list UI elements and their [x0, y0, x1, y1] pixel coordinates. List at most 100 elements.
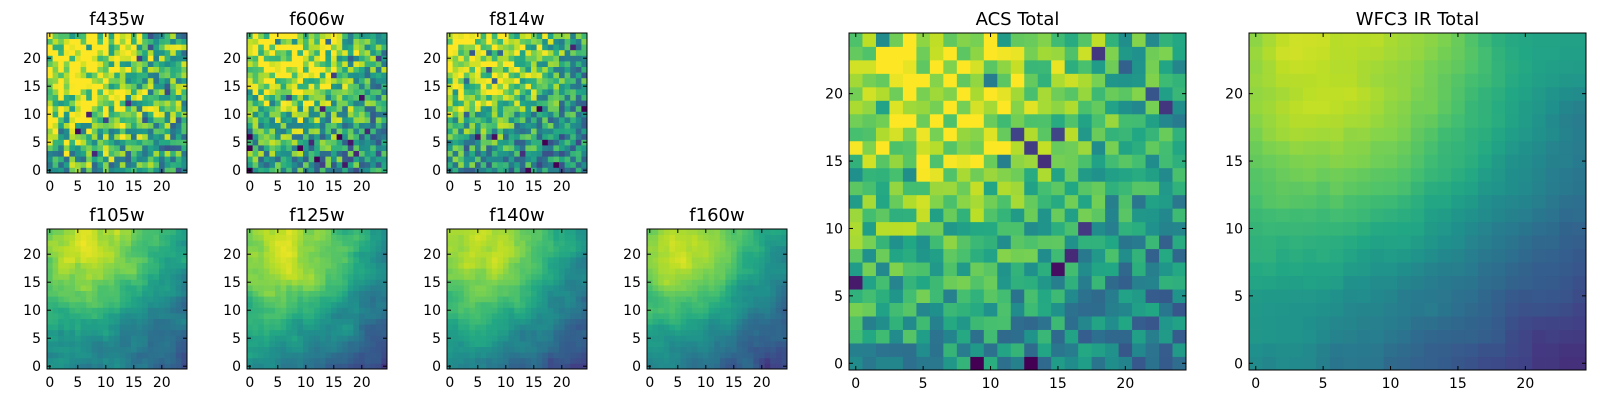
heatmap-cell — [125, 72, 132, 79]
heatmap-cell — [175, 245, 182, 252]
heatmap-cell — [136, 268, 143, 275]
heatmap-cell — [375, 161, 382, 168]
heatmap-cell — [497, 268, 504, 275]
heatmap-cell — [559, 318, 565, 325]
heatmap-cell — [1051, 194, 1066, 209]
heatmap-cell — [347, 49, 354, 56]
heatmap-cell — [997, 208, 1012, 223]
heatmap-cell — [559, 307, 565, 314]
heatmap-cell — [280, 83, 287, 90]
heatmap-cell — [469, 94, 476, 101]
heatmap-cell — [770, 324, 777, 331]
heatmap-cell — [280, 94, 287, 101]
heatmap-cell — [280, 77, 287, 84]
heatmap-cell — [125, 139, 132, 146]
heatmap-cell — [97, 94, 104, 101]
heatmap-cell — [136, 296, 143, 303]
heatmap-cell — [159, 285, 165, 291]
heatmap-cell — [136, 55, 143, 62]
heatmap-cell — [286, 352, 293, 359]
heatmap-cell — [742, 341, 749, 347]
heatmap-cell — [736, 273, 743, 280]
heatmap-cell — [170, 301, 177, 308]
heatmap-cell — [263, 313, 270, 319]
heatmap-cell — [970, 194, 985, 209]
heatmap-cell — [342, 38, 349, 45]
heatmap-cell — [559, 145, 565, 151]
heatmap-cell — [86, 335, 93, 342]
heatmap-cell — [742, 285, 749, 291]
heatmap-cell — [370, 296, 377, 303]
heatmap-cell — [47, 313, 53, 319]
heatmap-cell — [564, 66, 571, 73]
heatmap-cell — [480, 229, 487, 235]
heatmap-cell — [336, 307, 343, 314]
heatmap-cell — [375, 38, 382, 45]
heatmap-cell — [69, 167, 76, 174]
heatmap-cell — [97, 33, 104, 39]
heatmap-cell — [325, 156, 332, 163]
heatmap-cell — [519, 296, 526, 303]
heatmap-cell — [308, 240, 315, 247]
heatmap-cell — [86, 301, 93, 308]
heatmap-cell — [286, 100, 293, 107]
heatmap-cell — [652, 257, 659, 263]
heatmap-cell — [536, 38, 543, 45]
heatmap-cell — [280, 285, 287, 291]
heatmap-cell — [503, 133, 509, 140]
heatmap-cell — [364, 262, 371, 269]
heatmap-cell — [252, 285, 259, 291]
heatmap-cell — [58, 94, 65, 101]
heatmap-cell — [452, 352, 459, 359]
heatmap-cell — [153, 335, 160, 342]
heatmap-cell — [308, 229, 315, 235]
heatmap-cell — [475, 279, 481, 286]
heatmap-cell — [114, 117, 121, 123]
heatmap-cell — [480, 262, 487, 269]
heatmap-cell — [1078, 343, 1093, 357]
heatmap-cell — [452, 301, 459, 308]
heatmap-cell — [136, 33, 143, 39]
heatmap-cell — [719, 245, 726, 252]
heatmap-cell — [1051, 302, 1066, 317]
heatmap-cell — [452, 262, 459, 269]
heatmap-cell — [547, 240, 554, 247]
heatmap-cell — [258, 133, 265, 140]
heatmap-cell — [1145, 329, 1160, 344]
heatmap-cell — [103, 273, 109, 280]
heatmap-cell — [491, 268, 498, 275]
heatmap-cell — [553, 156, 560, 163]
heatmap-cell — [308, 324, 315, 331]
heatmap-cell — [291, 279, 298, 286]
heatmap-cell — [1172, 343, 1187, 357]
heatmap-cell — [519, 234, 526, 241]
heatmap-cell — [331, 122, 337, 129]
heatmap-cell — [52, 324, 59, 331]
heatmap-cell — [52, 290, 59, 297]
heatmap-cell — [463, 318, 470, 325]
heatmap-cell — [658, 285, 665, 291]
heatmap-cell — [547, 262, 554, 269]
heatmap-cell — [463, 262, 470, 269]
heatmap-cell — [902, 221, 917, 236]
heatmap-cell — [849, 302, 863, 317]
heatmap-cell — [703, 262, 709, 269]
heatmap-cell — [147, 290, 154, 297]
heatmap-cell — [469, 122, 476, 129]
heatmap-cell — [252, 139, 259, 146]
heatmap-cell — [336, 55, 343, 62]
heatmap-cell — [58, 296, 65, 303]
heatmap-cell — [170, 324, 177, 331]
heatmap-cell — [663, 307, 670, 314]
heatmap-cell — [63, 307, 70, 314]
heatmap-cell — [131, 133, 137, 140]
heatmap-cell — [86, 234, 93, 241]
heatmap-cell — [503, 245, 509, 252]
heatmap-cell — [1064, 248, 1079, 263]
heatmap-cell — [103, 346, 109, 353]
heatmap-cell — [503, 357, 509, 364]
heatmap-cell — [381, 301, 388, 308]
heatmap-cell — [258, 139, 265, 146]
heatmap-cell — [252, 66, 259, 73]
heatmap-cell — [770, 335, 777, 342]
